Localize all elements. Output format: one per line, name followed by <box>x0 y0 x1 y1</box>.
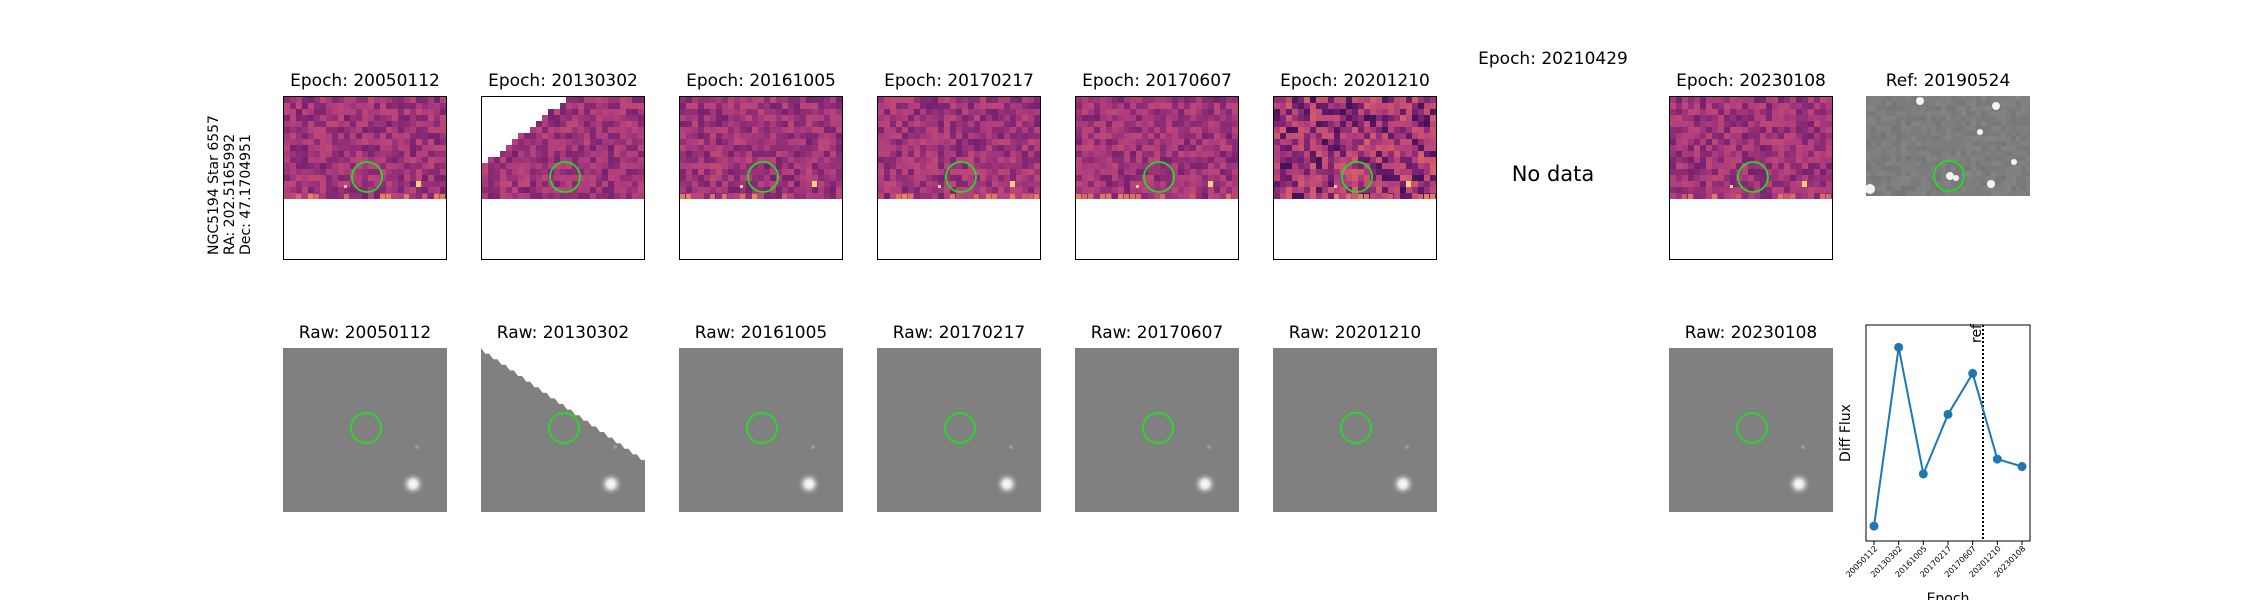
diff-flux-series-line <box>1873 347 2023 527</box>
raw-title-4: Raw: 20170607 <box>1090 323 1224 343</box>
y-axis-label: Diff Flux <box>1838 404 1854 462</box>
raw-image-1 <box>481 348 645 512</box>
target-marker <box>944 412 976 444</box>
target-marker <box>548 412 580 444</box>
diff-image-0 <box>283 96 447 260</box>
target-marker <box>1341 161 1373 193</box>
raw-image-0 <box>283 348 447 512</box>
diff-title-4: Epoch: 20170607 <box>1082 71 1232 91</box>
star-dec: Dec: 47.1704951 <box>238 134 254 255</box>
target-marker <box>747 161 779 193</box>
target-marker <box>746 412 778 444</box>
diff-image-2 <box>679 96 843 260</box>
diff-image-3 <box>877 96 1041 260</box>
diff-image-7 <box>1669 96 1833 260</box>
raw-title-5: Raw: 20201210 <box>1288 323 1422 343</box>
target-marker <box>1736 412 1768 444</box>
diff-image-1 <box>481 96 645 260</box>
x-axis-label: Epoch <box>1927 591 1970 600</box>
data-point <box>1894 342 1904 352</box>
plot-frame <box>1865 324 2031 542</box>
data-point <box>1943 409 1953 419</box>
target-marker <box>1143 161 1175 193</box>
no-data-text: No data <box>1511 162 1595 186</box>
data-point <box>1869 521 1879 531</box>
raw-title-3: Raw: 20170217 <box>892 323 1026 343</box>
star-name: NGC5194 Star 6557 <box>206 115 222 255</box>
diff-title-2: Epoch: 20161005 <box>686 71 836 91</box>
diff-title-1: Epoch: 20130302 <box>488 71 638 91</box>
diff-title-0: Epoch: 20050112 <box>290 71 440 91</box>
star-ra: RA: 202.5165992 <box>222 133 238 255</box>
data-point <box>2017 462 2027 472</box>
raw-image-5 <box>1273 348 1437 512</box>
target-info: NGC5194 Star 6557 RA: 202.5165992 Dec: 4… <box>206 115 254 255</box>
target-marker <box>549 161 581 193</box>
diff-title-3: Epoch: 20170217 <box>884 71 1034 91</box>
data-point <box>1918 469 1928 479</box>
data-point <box>1992 454 2002 464</box>
diff-title-6: Epoch: 20210429 <box>1478 49 1628 69</box>
ref-image <box>1866 96 2030 196</box>
diff-title-5: Epoch: 20201210 <box>1280 71 1430 91</box>
raw-image-4 <box>1075 348 1239 512</box>
target-marker <box>1340 412 1372 444</box>
target-marker <box>1737 161 1769 193</box>
raw-image-6 <box>1669 348 1833 512</box>
raw-title-1: Raw: 20130302 <box>496 323 630 343</box>
reference-label: ref <box>1969 323 1985 343</box>
target-marker <box>1933 160 1965 192</box>
raw-title-2: Raw: 20161005 <box>694 323 828 343</box>
raw-title-6: Raw: 20230108 <box>1684 323 1818 343</box>
raw-image-2 <box>679 348 843 512</box>
light-curve-chart: ref2005011220130302201610052017021720170… <box>1838 323 2031 600</box>
data-point <box>1968 368 1978 378</box>
raw-image-3 <box>877 348 1041 512</box>
target-marker <box>945 161 977 193</box>
raw-title-0: Raw: 20050112 <box>298 323 432 343</box>
target-marker <box>351 161 383 193</box>
ref-title: Ref: 20190524 <box>1885 71 2011 91</box>
diff-image-4 <box>1075 96 1239 260</box>
diff-title-7: Epoch: 20230108 <box>1676 71 1826 91</box>
target-marker <box>1142 412 1174 444</box>
diff-image-5 <box>1273 96 1437 260</box>
target-marker <box>350 412 382 444</box>
